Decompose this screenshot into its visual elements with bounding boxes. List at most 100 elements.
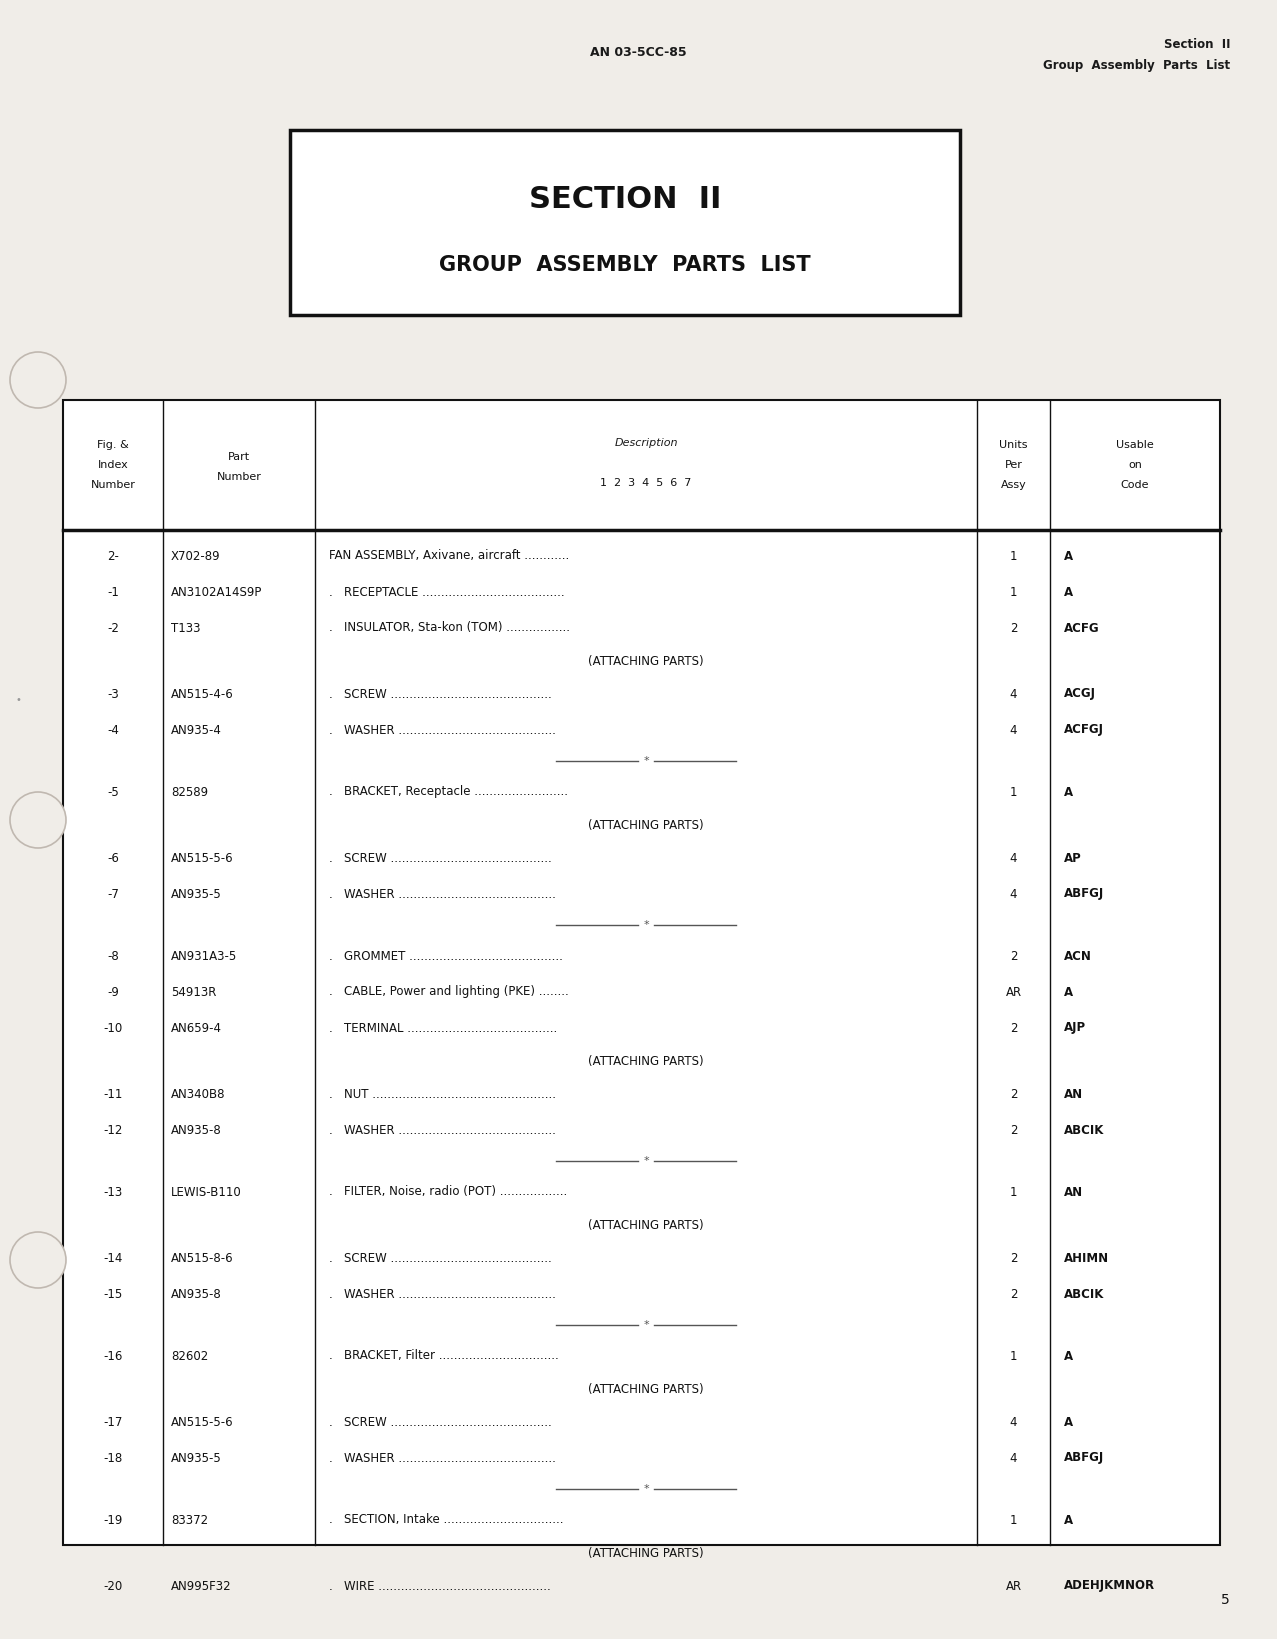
Text: -6: -6: [107, 852, 119, 864]
Text: A: A: [1064, 985, 1073, 998]
Circle shape: [10, 792, 66, 847]
Text: .   SCREW ...........................................: . SCREW ................................…: [329, 1252, 552, 1265]
Text: -10: -10: [103, 1021, 123, 1034]
Text: 82602: 82602: [171, 1349, 208, 1362]
Text: Number: Number: [217, 472, 262, 482]
Text: ACN: ACN: [1064, 949, 1092, 962]
Text: Description: Description: [614, 438, 678, 447]
Text: A: A: [1064, 785, 1073, 798]
Text: -14: -14: [103, 1252, 123, 1265]
Text: ACFG: ACFG: [1064, 621, 1099, 634]
Text: 1  2  3  4  5  6  7: 1 2 3 4 5 6 7: [600, 479, 692, 488]
Text: AN: AN: [1064, 1088, 1083, 1100]
Text: ABCIK: ABCIK: [1064, 1123, 1105, 1136]
Text: .   WASHER ..........................................: . WASHER ...............................…: [329, 1123, 555, 1136]
Text: 2: 2: [1010, 1088, 1018, 1100]
Text: -11: -11: [103, 1088, 123, 1100]
Text: 1: 1: [1010, 1185, 1018, 1198]
Text: Section  II: Section II: [1163, 38, 1230, 51]
Text: LEWIS-B110: LEWIS-B110: [171, 1185, 241, 1198]
Text: .   RECEPTACLE ......................................: . RECEPTACLE ...........................…: [329, 585, 564, 598]
Text: .   INSULATOR, Sta-kon (TOM) .................: . INSULATOR, Sta-kon (TOM) .............…: [329, 621, 570, 634]
Text: 2: 2: [1010, 1288, 1018, 1300]
Text: -15: -15: [103, 1288, 123, 1300]
Text: ACGJ: ACGJ: [1064, 687, 1096, 700]
Text: A: A: [1064, 1349, 1073, 1362]
Text: AN3102A14S9P: AN3102A14S9P: [171, 585, 262, 598]
Text: Fig. &: Fig. &: [97, 439, 129, 451]
Text: -5: -5: [107, 785, 119, 798]
Text: AN659-4: AN659-4: [171, 1021, 222, 1034]
Text: 83372: 83372: [171, 1513, 208, 1526]
Text: 2: 2: [1010, 1021, 1018, 1034]
Text: .   SCREW ...........................................: . SCREW ................................…: [329, 1416, 552, 1429]
Text: Per: Per: [1005, 461, 1023, 470]
Text: (ATTACHING PARTS): (ATTACHING PARTS): [589, 1383, 704, 1395]
Text: 1: 1: [1010, 1349, 1018, 1362]
Text: T133: T133: [171, 621, 200, 634]
Text: Group  Assembly  Parts  List: Group Assembly Parts List: [1043, 59, 1230, 72]
Text: AN515-8-6: AN515-8-6: [171, 1252, 234, 1265]
Text: A: A: [1064, 1416, 1073, 1429]
Text: AR: AR: [1005, 985, 1022, 998]
Text: .   WASHER ..........................................: . WASHER ...............................…: [329, 887, 555, 900]
Text: -12: -12: [103, 1123, 123, 1136]
Text: -8: -8: [107, 949, 119, 962]
Text: 4: 4: [1010, 1452, 1018, 1465]
Text: .   WASHER ..........................................: . WASHER ...............................…: [329, 1452, 555, 1465]
Text: FAN ASSEMBLY, Axivane, aircraft ............: FAN ASSEMBLY, Axivane, aircraft ........…: [329, 549, 570, 562]
Text: .   SCREW ...........................................: . SCREW ................................…: [329, 687, 552, 700]
Text: -9: -9: [107, 985, 119, 998]
Text: -19: -19: [103, 1513, 123, 1526]
Text: A: A: [1064, 585, 1073, 598]
Text: *: *: [644, 1319, 649, 1329]
Text: A: A: [1064, 549, 1073, 562]
Text: 2: 2: [1010, 949, 1018, 962]
Text: Index: Index: [97, 461, 129, 470]
Text: •: •: [15, 695, 20, 705]
Text: 4: 4: [1010, 687, 1018, 700]
Text: 4: 4: [1010, 852, 1018, 864]
Text: Code: Code: [1121, 480, 1149, 490]
Text: -13: -13: [103, 1185, 123, 1198]
Text: 2-: 2-: [107, 549, 119, 562]
Text: .   FILTER, Noise, radio (POT) ..................: . FILTER, Noise, radio (POT) ...........…: [329, 1185, 567, 1198]
Text: AR: AR: [1005, 1580, 1022, 1593]
Text: -1: -1: [107, 585, 119, 598]
Text: -3: -3: [107, 687, 119, 700]
Text: -16: -16: [103, 1349, 123, 1362]
Circle shape: [10, 352, 66, 408]
Text: AN935-5: AN935-5: [171, 887, 222, 900]
Text: (ATTACHING PARTS): (ATTACHING PARTS): [589, 1054, 704, 1067]
Circle shape: [10, 1233, 66, 1288]
Text: AN935-8: AN935-8: [171, 1288, 222, 1300]
Text: Usable: Usable: [1116, 439, 1154, 451]
Text: (ATTACHING PARTS): (ATTACHING PARTS): [589, 1547, 704, 1559]
Text: ADEHJKMNOR: ADEHJKMNOR: [1064, 1580, 1156, 1593]
Bar: [290, 129, 960, 315]
Text: -17: -17: [103, 1416, 123, 1429]
Text: 2: 2: [1010, 1252, 1018, 1265]
Text: AN935-4: AN935-4: [171, 723, 222, 736]
Text: X702-89: X702-89: [171, 549, 221, 562]
Text: .   BRACKET, Receptacle .........................: . BRACKET, Receptacle ..................…: [329, 785, 568, 798]
Text: .   WIRE ..............................................: . WIRE .................................…: [329, 1580, 550, 1593]
Text: A: A: [1064, 1513, 1073, 1526]
Text: 1: 1: [1010, 1513, 1018, 1526]
Text: ABCIK: ABCIK: [1064, 1288, 1105, 1300]
Text: .   GROMMET .........................................: . GROMMET ..............................…: [329, 949, 563, 962]
Bar: [63, 400, 1220, 1546]
Text: ABFGJ: ABFGJ: [1064, 887, 1105, 900]
Text: AN515-5-6: AN515-5-6: [171, 852, 234, 864]
Text: .   WASHER ..........................................: . WASHER ...............................…: [329, 1288, 555, 1300]
Text: 2: 2: [1010, 1123, 1018, 1136]
Text: (ATTACHING PARTS): (ATTACHING PARTS): [589, 1218, 704, 1231]
Text: 54913R: 54913R: [171, 985, 216, 998]
Text: ABFGJ: ABFGJ: [1064, 1452, 1105, 1465]
Text: GROUP  ASSEMBLY  PARTS  LIST: GROUP ASSEMBLY PARTS LIST: [439, 256, 811, 275]
Text: .   NUT .................................................: . NUT ..................................…: [329, 1088, 555, 1100]
Text: *: *: [644, 919, 649, 929]
Text: 4: 4: [1010, 723, 1018, 736]
Text: AN515-4-6: AN515-4-6: [171, 687, 234, 700]
Text: .   WASHER ..........................................: . WASHER ...............................…: [329, 723, 555, 736]
